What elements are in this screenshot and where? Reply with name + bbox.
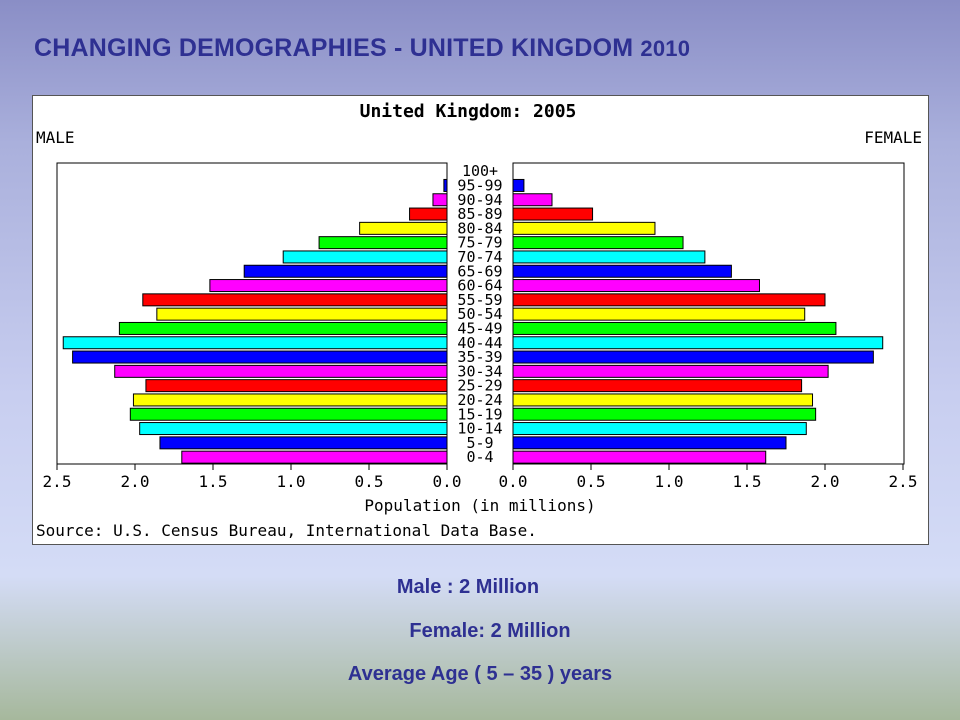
female-tick-label-3: 1.5 (733, 472, 762, 491)
female-tick-label-5: 2.5 (889, 472, 918, 491)
age-label-35-39: 35-39 (457, 348, 502, 366)
age-label-70-74: 70-74 (457, 248, 502, 266)
male-bar-65-69 (243, 264, 448, 278)
male-tick-label-4: 0.5 (355, 472, 384, 491)
age-label-50-54: 50-54 (457, 305, 502, 323)
age-label-0-4: 0-4 (466, 448, 493, 466)
title-main: CHANGING DEMOGRAPHIES - UNITED KINGDOM (34, 34, 641, 62)
male-bar-95-99 (443, 178, 448, 192)
tick-group: 2.5 2.0 1.5 1.0 0.5 0.0 0.0 0.5 1.0 1.5 2.0 2.5 (43, 464, 918, 491)
female-bar-25-29 (512, 379, 803, 393)
male-tick-label-1: 2.0 (121, 472, 150, 491)
female-bar-60-64 (512, 279, 760, 293)
female-bar-50-54 (512, 307, 806, 321)
age-label-55-59: 55-59 (457, 291, 502, 309)
male-bar-0-4 (181, 450, 448, 464)
age-label-30-34: 30-34 (457, 362, 502, 380)
female-bar-40-44 (512, 336, 884, 350)
female-caption: Female: 2 Million (409, 620, 571, 642)
age-label-75-79: 75-79 (457, 234, 502, 252)
male-bar-50-54 (156, 307, 448, 321)
age-label-80-84: 80-84 (457, 219, 502, 237)
male-bar-25-29 (145, 379, 448, 393)
age-label-95-99: 95-99 (457, 176, 502, 194)
age-label-100+: 100+ (462, 162, 498, 180)
female-bar-30-34 (512, 364, 829, 378)
male-bar-90-94 (432, 193, 448, 207)
age-label-65-69: 65-69 (457, 262, 502, 280)
female-label: FEMALE (864, 128, 922, 147)
male-bar-5-9 (159, 436, 448, 450)
male-caption: Male : 2 Million (396, 576, 540, 598)
male-bar-15-19 (129, 407, 448, 421)
average-age-caption: Average Age ( 5 – 35 ) years (347, 663, 613, 685)
male-bar-30-34 (114, 364, 448, 378)
male-bar-70-74 (282, 250, 448, 264)
age-label-5-9: 5-9 (466, 434, 493, 452)
age-label-40-44: 40-44 (457, 334, 502, 352)
x-axis-label: Population (in millions) (364, 496, 595, 515)
age-label-90-94: 90-94 (457, 191, 502, 209)
female-bar-0-4 (512, 450, 767, 464)
female-bar-20-24 (512, 393, 814, 407)
female-bar-45-49 (512, 321, 837, 335)
female-bar-65-69 (512, 264, 732, 278)
male-tick-label-5: 0.0 (433, 472, 462, 491)
age-label-10-14: 10-14 (457, 420, 502, 438)
male-bar-35-39 (72, 350, 448, 364)
male-bar-40-44 (62, 336, 448, 350)
female-bar-70-74 (512, 250, 706, 264)
male-label: MALE (36, 128, 75, 147)
female-bar-75-79 (512, 236, 684, 250)
age-label-20-24: 20-24 (457, 391, 502, 409)
slide-title: CHANGING DEMOGRAPHIES - UNITED KINGDOM 2… (34, 34, 690, 63)
age-label-group: 0-45-910-1415-1920-2425-2930-3435-3940-4… (457, 162, 502, 466)
male-bar-60-64 (209, 279, 448, 293)
female-bar-85-89 (512, 207, 594, 221)
female-bar-90-94 (512, 193, 553, 207)
title-year: 2010 (640, 36, 691, 61)
male-bar-80-84 (359, 221, 448, 235)
male-bar-10-14 (139, 422, 448, 436)
female-tick-label-0: 0.0 (499, 472, 528, 491)
female-tick-label-4: 2.0 (811, 472, 840, 491)
female-tick-label-1: 0.5 (577, 472, 606, 491)
age-label-85-89: 85-89 (457, 205, 502, 223)
population-pyramid-chart: United Kingdom: 2005 MALE FEMALE 0-4 5-9 1… (32, 95, 929, 545)
female-bar-80-84 (512, 221, 656, 235)
female-bar-35-39 (512, 350, 874, 364)
male-tick-label-2: 1.5 (199, 472, 228, 491)
source-note: Source: U.S. Census Bureau, Internationa… (36, 521, 537, 540)
male-bar-45-49 (118, 321, 448, 335)
age-label-45-49: 45-49 (457, 319, 502, 337)
male-bar-75-79 (318, 236, 448, 250)
female-bar-5-9 (512, 436, 787, 450)
age-label-60-64: 60-64 (457, 277, 502, 295)
female-tick-label-2: 1.0 (655, 472, 684, 491)
female-bar-95-99 (512, 178, 525, 192)
male-tick-label-0: 2.5 (43, 472, 72, 491)
female-bar-10-14 (512, 422, 807, 436)
male-bar-20-24 (132, 393, 448, 407)
pyramid-svg: United Kingdom: 2005 MALE FEMALE 0-45-91… (36, 101, 922, 540)
female-bar-15-19 (512, 407, 817, 421)
chart-title: United Kingdom: 2005 (360, 101, 577, 122)
age-label-15-19: 15-19 (457, 405, 502, 423)
male-bar-85-89 (409, 207, 448, 221)
male-bar-55-59 (142, 293, 448, 307)
age-label-25-29: 25-29 (457, 377, 502, 395)
male-tick-label-3: 1.0 (277, 472, 306, 491)
female-bar-55-59 (512, 293, 826, 307)
bar-group (62, 178, 884, 464)
